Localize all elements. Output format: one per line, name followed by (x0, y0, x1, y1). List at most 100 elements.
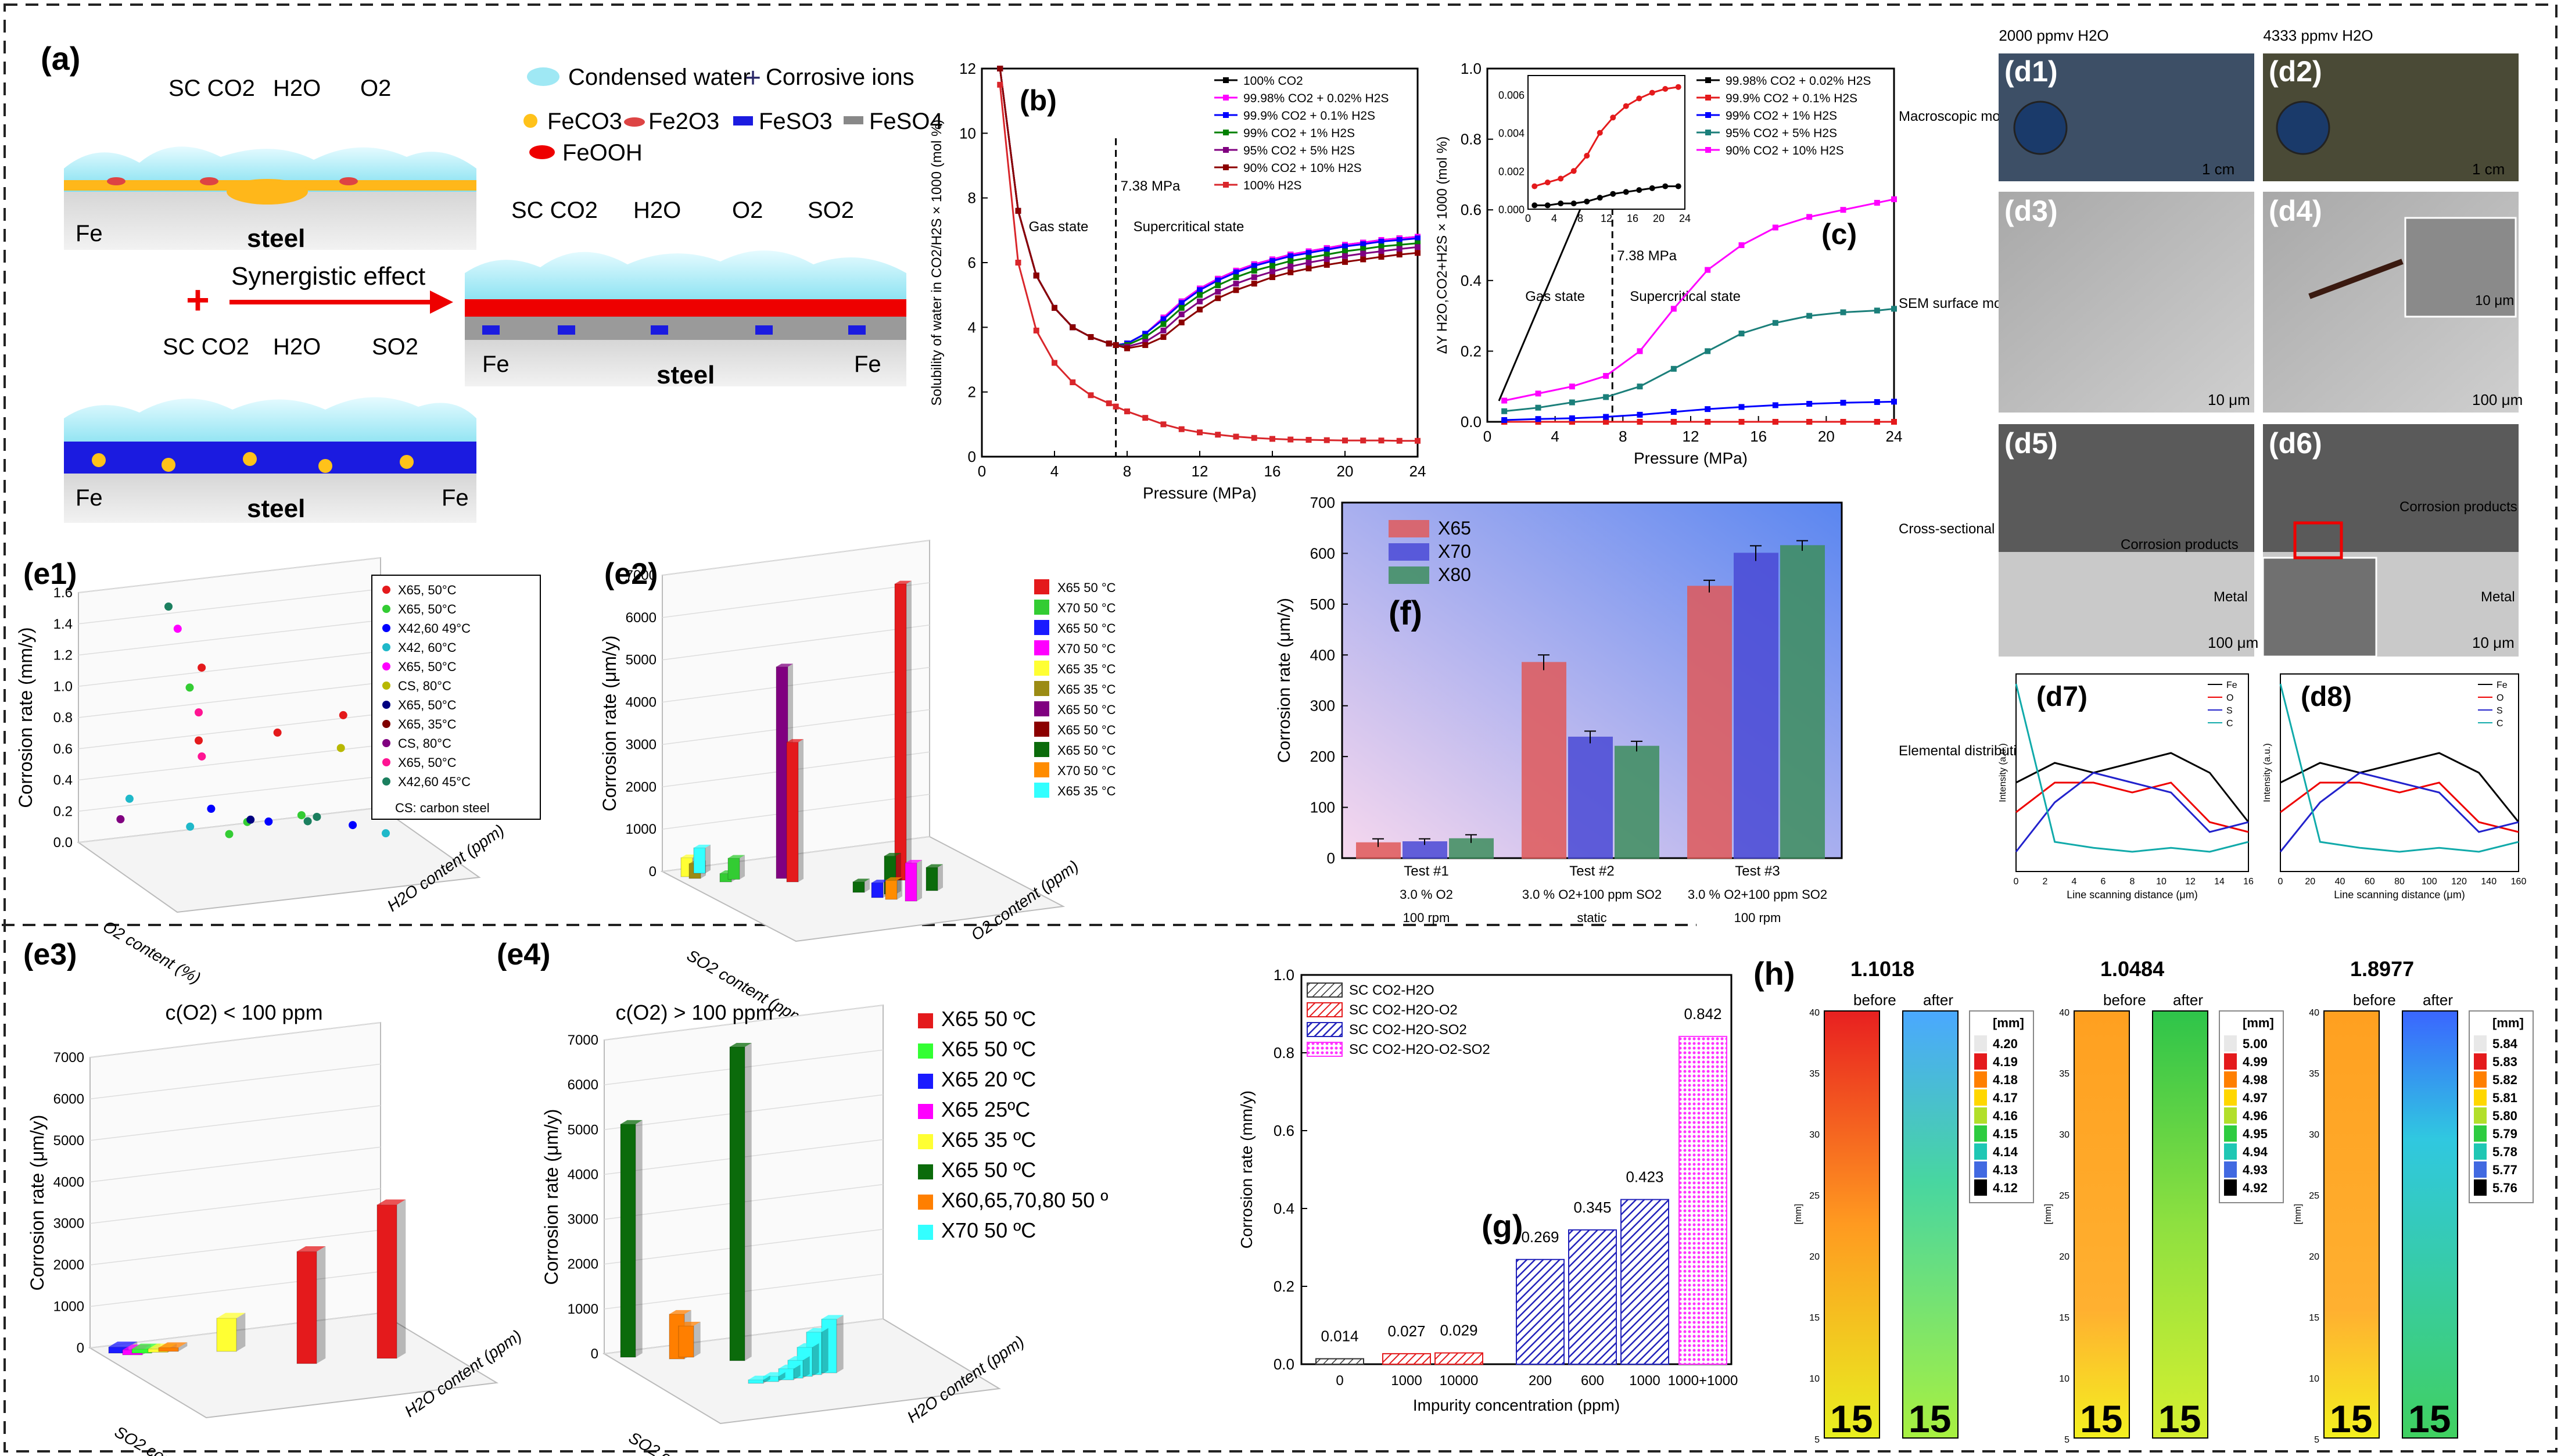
data-point (1342, 437, 1348, 444)
data-point (1396, 252, 1403, 258)
y-tick-label: 6 (968, 254, 976, 271)
panel-label-d2: (d2) (2269, 55, 2322, 88)
data-point (1874, 419, 1880, 425)
legend-label: C (2497, 719, 2503, 729)
z-tick-label: 0.8 (53, 710, 73, 726)
x-tick-label: 40 (2335, 877, 2345, 887)
bar (748, 1379, 764, 1384)
h-y-tick: 30 (2309, 1130, 2319, 1140)
inset-data-point (1558, 200, 1564, 207)
x-tick-label: 24 (1886, 428, 1903, 445)
data-point (1070, 324, 1076, 331)
z-axis-label: Corrosion rate (μm/y) (541, 1109, 562, 1285)
h-scale-swatch (1974, 1179, 1987, 1196)
data-point (1360, 241, 1366, 248)
data-point (1603, 394, 1609, 400)
x-tick-label: 140 (2481, 877, 2497, 887)
legend-label: Fe (2497, 680, 2508, 690)
panel-label-d6: (d6) (2269, 427, 2322, 460)
z-tick-label: 1000 (53, 1299, 84, 1315)
profile-line (2280, 781, 2519, 833)
legend-swatch (1034, 640, 1049, 655)
image-d5-metal (1999, 552, 2254, 657)
data-point (1670, 365, 1677, 372)
data-point (1891, 419, 1897, 425)
z-tick-label: 2000 (53, 1257, 84, 1273)
h-before-map (2074, 1010, 2130, 1439)
data-point (1178, 311, 1185, 318)
bar-side (745, 1042, 752, 1361)
legend-feooh-swatch (529, 145, 555, 159)
data-point (1197, 287, 1203, 293)
inset-x-tick-label: 24 (1679, 213, 1691, 224)
y-tick-label: 0.0 (1274, 1355, 1294, 1373)
legend-label: O (2226, 693, 2233, 703)
inset-data-point (1597, 195, 1603, 201)
y-axis-label: Corrosion rate (mm/y) (1238, 1091, 1256, 1249)
legend-label: X65 20 ºC (941, 1067, 1036, 1091)
bar-side (822, 1328, 828, 1375)
legend-swatch (1034, 701, 1049, 716)
data-point (1160, 316, 1167, 322)
category-label: Test #3 (1735, 863, 1780, 879)
data-point (1378, 243, 1384, 250)
x-tick-label: 16 (1264, 462, 1281, 480)
data-point (1378, 253, 1384, 260)
panel-label-d4: (d4) (2269, 195, 2322, 227)
legend-marker (382, 643, 390, 651)
data-point (1670, 419, 1677, 425)
species-h2o-bottom: H2O (273, 334, 321, 360)
bar (786, 742, 799, 883)
data-point (1396, 242, 1403, 248)
inset-data-point (1623, 103, 1629, 109)
bar (1780, 545, 1825, 859)
chart-d7: (d7) 0 2 4 6 8 10 12 14 16 Line scanning distance … (1998, 673, 2254, 901)
legend-label: X65, 50°C (398, 583, 457, 597)
legend-label: X65 50 °C (1057, 580, 1116, 595)
legend-label: X65 50 °C (1057, 743, 1116, 758)
y-tick-label: 0.2 (1461, 342, 1482, 360)
bar (871, 883, 884, 898)
y-tick-label: 100 (1310, 799, 1335, 816)
data-point (1287, 258, 1294, 264)
scatter-point (339, 711, 347, 719)
scale-d5: 100 μm (2208, 634, 2258, 651)
data-point (1160, 421, 1167, 428)
data-label: 0.345 (1573, 1199, 1611, 1216)
data-point (1535, 390, 1541, 397)
legend-swatch (1307, 982, 1343, 998)
h-scale-swatch (1974, 1143, 1987, 1160)
bar (678, 1325, 694, 1358)
legend-swatch (1034, 681, 1049, 696)
inset-data-point (1649, 89, 1655, 96)
x-tick-label: 4 (2072, 877, 2077, 887)
legend-label: X70 50 ºC (941, 1218, 1036, 1242)
data-point (1891, 399, 1897, 405)
h-scale-value: 4.96 (2243, 1109, 2268, 1123)
data-point (1738, 419, 1745, 425)
h-scale-swatch (2224, 1143, 2237, 1160)
h-scale-value: 4.13 (1993, 1163, 2018, 1177)
data-point (1603, 372, 1609, 379)
bar (1678, 1035, 1727, 1365)
grid-line (78, 682, 381, 718)
cell-co2-h2o-o2-so2: steel Fe Fe SC CO2 H2O O2 SO2 (465, 198, 906, 389)
legend-label: SC CO2-H2O-O2 (1349, 1002, 1458, 1018)
y-tick-label: 1.0 (1274, 966, 1294, 984)
bar (885, 880, 898, 900)
fe-label-mid-right: Fe (854, 352, 881, 377)
chart-title-e4: c(O2) > 100 ppm (615, 1000, 773, 1024)
x-tick-label: 0 (978, 462, 986, 480)
inset-x-tick-label: 16 (1627, 213, 1638, 224)
data-point (1015, 207, 1021, 214)
bar (693, 847, 706, 874)
h-y-tick: 10 (1809, 1374, 1820, 1384)
legend-marker (1705, 130, 1711, 135)
scatter-point (246, 815, 255, 824)
h-scale-swatch (2224, 1035, 2237, 1052)
h-scale-value: 5.79 (2492, 1127, 2517, 1141)
legend-label: X65 50 ºC (941, 1007, 1036, 1031)
x-tick-label: 4 (1050, 462, 1059, 480)
legend-swatch (1034, 620, 1049, 635)
